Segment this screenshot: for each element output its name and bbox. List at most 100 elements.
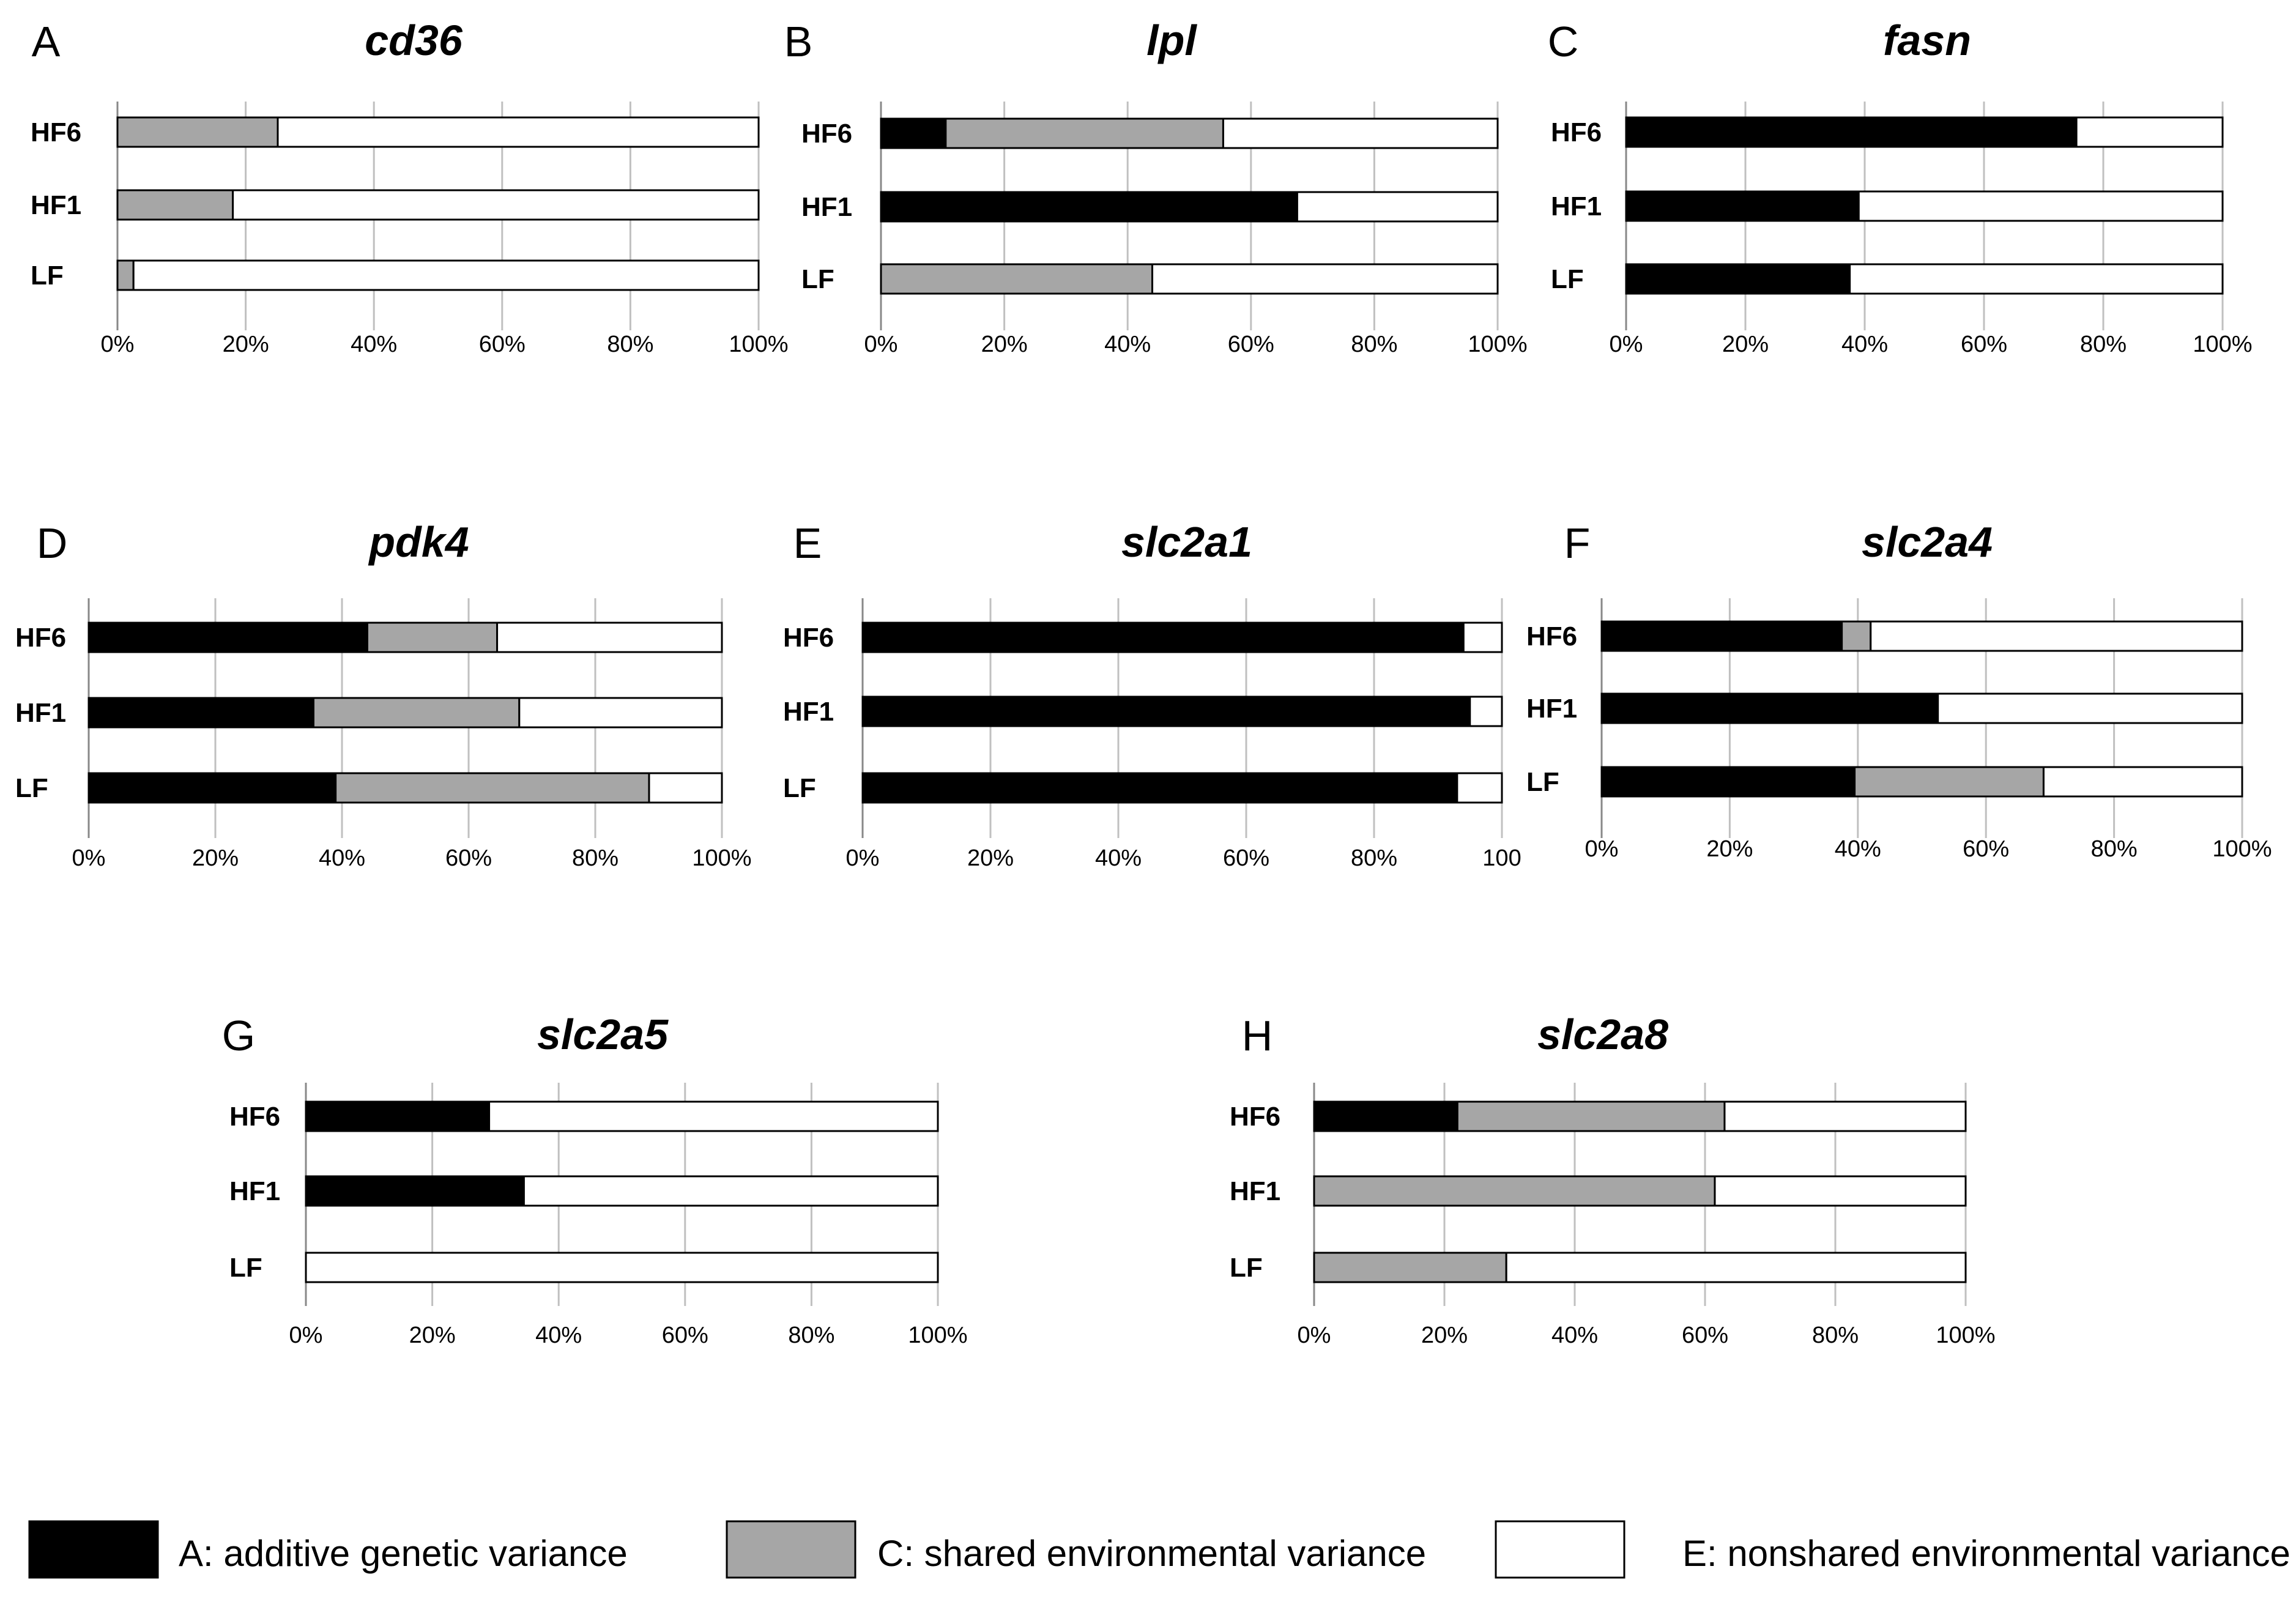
panel-letter: H xyxy=(1242,1012,1273,1059)
bar-segment-e-hf6 xyxy=(1870,620,2243,652)
bar-segment-c-hf1 xyxy=(1313,1175,1716,1207)
bar-segment-e-lf xyxy=(2042,766,2243,798)
legend-label-nonshared: E: nonshared environmental variance xyxy=(1682,1533,2290,1574)
category-label-hf6: HF6 xyxy=(1551,117,1602,147)
bar-segment-a-hf6 xyxy=(305,1100,491,1132)
bar-segment-a-lf xyxy=(87,772,337,804)
category-label-lf: LF xyxy=(31,261,64,291)
panel-e: 0% 20% 40% 60% 80% 100 E slc2a1 HF6 HF1 LF xyxy=(783,518,1521,871)
x-tick-label: 40% xyxy=(535,1323,582,1348)
x-tick-label: 20% xyxy=(981,332,1028,357)
bar-segment-c-hf6 xyxy=(1456,1100,1726,1132)
x-tick-label: 40% xyxy=(1551,1323,1598,1348)
x-tick-label: 0% xyxy=(1610,332,1643,357)
bar-segment-e-hf6 xyxy=(1723,1100,1967,1132)
panel-title: slc2a8 xyxy=(1537,1011,1668,1058)
x-tick-label: 0% xyxy=(1585,836,1619,862)
bar-segment-e-hf6 xyxy=(277,116,760,148)
x-tick-label: 60% xyxy=(662,1323,708,1348)
x-tick-label: 60% xyxy=(445,845,492,871)
panel-d: 0% 20% 40% 60% 80% 100% D pdk4 HF6 HF1 LF xyxy=(15,518,752,871)
bar-segment-a-hf1 xyxy=(880,191,1298,223)
category-label-hf6: HF6 xyxy=(783,623,834,653)
bar-segment-e-hf1 xyxy=(518,697,723,729)
panel-title: slc2a5 xyxy=(537,1011,669,1058)
bar-segment-c-lf xyxy=(335,772,650,804)
legend: A: additive genetic variance C: shared e… xyxy=(28,1520,2290,1579)
bar-segment-e-hf1 xyxy=(1937,692,2243,724)
bar-segment-e-lf xyxy=(1151,263,1499,295)
x-tick-label: 60% xyxy=(479,332,526,357)
x-tick-label: 40% xyxy=(1835,836,1881,862)
bar-segment-e-hf6 xyxy=(496,621,723,653)
bar-segment-e-hf1 xyxy=(1296,191,1499,223)
bar-segment-e-hf1 xyxy=(522,1175,939,1207)
x-tick-label: 20% xyxy=(1706,836,1753,862)
x-tick-label: 0% xyxy=(101,332,135,357)
bar-segment-e-hf6 xyxy=(2075,116,2224,148)
category-label-hf6: HF6 xyxy=(801,119,852,149)
bar-segment-c-hf6 xyxy=(945,117,1224,149)
bar-segment-e-hf6 xyxy=(488,1100,939,1132)
category-label-hf6: HF6 xyxy=(229,1102,280,1132)
x-tick-label: 80% xyxy=(1351,332,1397,357)
x-tick-label: 60% xyxy=(1963,836,2009,862)
bar-segment-e-hf1 xyxy=(232,189,760,221)
bar-segment-c-hf1 xyxy=(116,189,234,221)
x-tick-label: 20% xyxy=(409,1323,456,1348)
panel-title: slc2a1 xyxy=(1121,518,1252,566)
x-tick-label: 80% xyxy=(572,845,619,871)
x-tick-label: 80% xyxy=(1351,845,1397,871)
bar-segment-e-lf xyxy=(1456,772,1503,804)
panel-b: 0% 20% 40% 60% 80% 100% B lpl HF6 HF1 LF xyxy=(784,17,1528,357)
bar-segment-e-lf xyxy=(1849,263,2224,295)
bar-segment-e-hf1 xyxy=(1857,190,2224,222)
legend-swatch-additive xyxy=(28,1520,159,1579)
bar-segment-a-hf1 xyxy=(861,696,1471,727)
bar-segment-a-hf1 xyxy=(1600,692,1939,724)
panel-letter: G xyxy=(222,1012,255,1059)
chart-panels: 0% 20% 40% 60% 80% 100% A cd36 HF6 HF1 LF 0% 20% 40% 6… xyxy=(15,17,2272,1348)
x-tick-label: 40% xyxy=(351,332,397,357)
panel-letter: E xyxy=(793,519,822,567)
bar-segment-a-hf6 xyxy=(87,621,368,653)
x-tick-label: 0% xyxy=(72,845,106,871)
x-tick-label: 20% xyxy=(1722,332,1769,357)
x-tick-label: 80% xyxy=(2091,836,2138,862)
x-tick-label: 60% xyxy=(1682,1323,1728,1348)
category-label-lf: LF xyxy=(783,773,816,803)
x-tick-label: 40% xyxy=(1104,332,1151,357)
category-label-hf1: HF1 xyxy=(229,1176,280,1206)
panel-title: fasn xyxy=(1883,17,1971,64)
x-tick-label: 60% xyxy=(1961,332,2007,357)
x-tick-label: 40% xyxy=(319,845,365,871)
x-tick-label: 100% xyxy=(1936,1323,1995,1348)
category-label-lf: LF xyxy=(801,264,834,294)
category-label-hf1: HF1 xyxy=(15,698,66,728)
legend-swatch-shared xyxy=(726,1520,856,1579)
bar-segment-a-hf6 xyxy=(1625,116,2078,148)
legend-swatch-nonshared xyxy=(1495,1520,1625,1579)
x-tick-label: 40% xyxy=(1841,332,1888,357)
bar-segment-e-lf xyxy=(132,259,760,291)
bar-segment-a-hf6 xyxy=(880,117,947,149)
bar-segment-c-hf1 xyxy=(312,697,521,729)
bar-segment-a-lf xyxy=(1600,766,1856,798)
legend-label-shared: C: shared environmental variance xyxy=(877,1533,1426,1574)
bar-segment-c-lf xyxy=(1854,766,2045,798)
legend-label-additive: A: additive genetic variance xyxy=(179,1533,628,1574)
panel-title: cd36 xyxy=(365,17,463,64)
bar-segment-c-hf6 xyxy=(116,116,279,148)
bar-segment-e-lf xyxy=(648,772,723,804)
panel-f: 0% 20% 40% 60% 80% 100% F slc2a4 HF6 HF1 LF xyxy=(1526,518,2272,862)
category-label-hf1: HF1 xyxy=(1551,191,1602,221)
x-tick-label: 0% xyxy=(289,1323,323,1348)
x-tick-label: 0% xyxy=(864,332,898,357)
bar-segment-e-hf1 xyxy=(1469,696,1503,727)
panel-h: 0% 20% 40% 60% 80% 100% H slc2a8 HF6 HF1 LF xyxy=(1230,1011,1996,1348)
bar-segment-c-lf xyxy=(880,263,1154,295)
bar-segment-c-hf6 xyxy=(366,621,499,653)
x-tick-label: 20% xyxy=(1421,1323,1468,1348)
category-label-lf: LF xyxy=(1526,767,1559,797)
